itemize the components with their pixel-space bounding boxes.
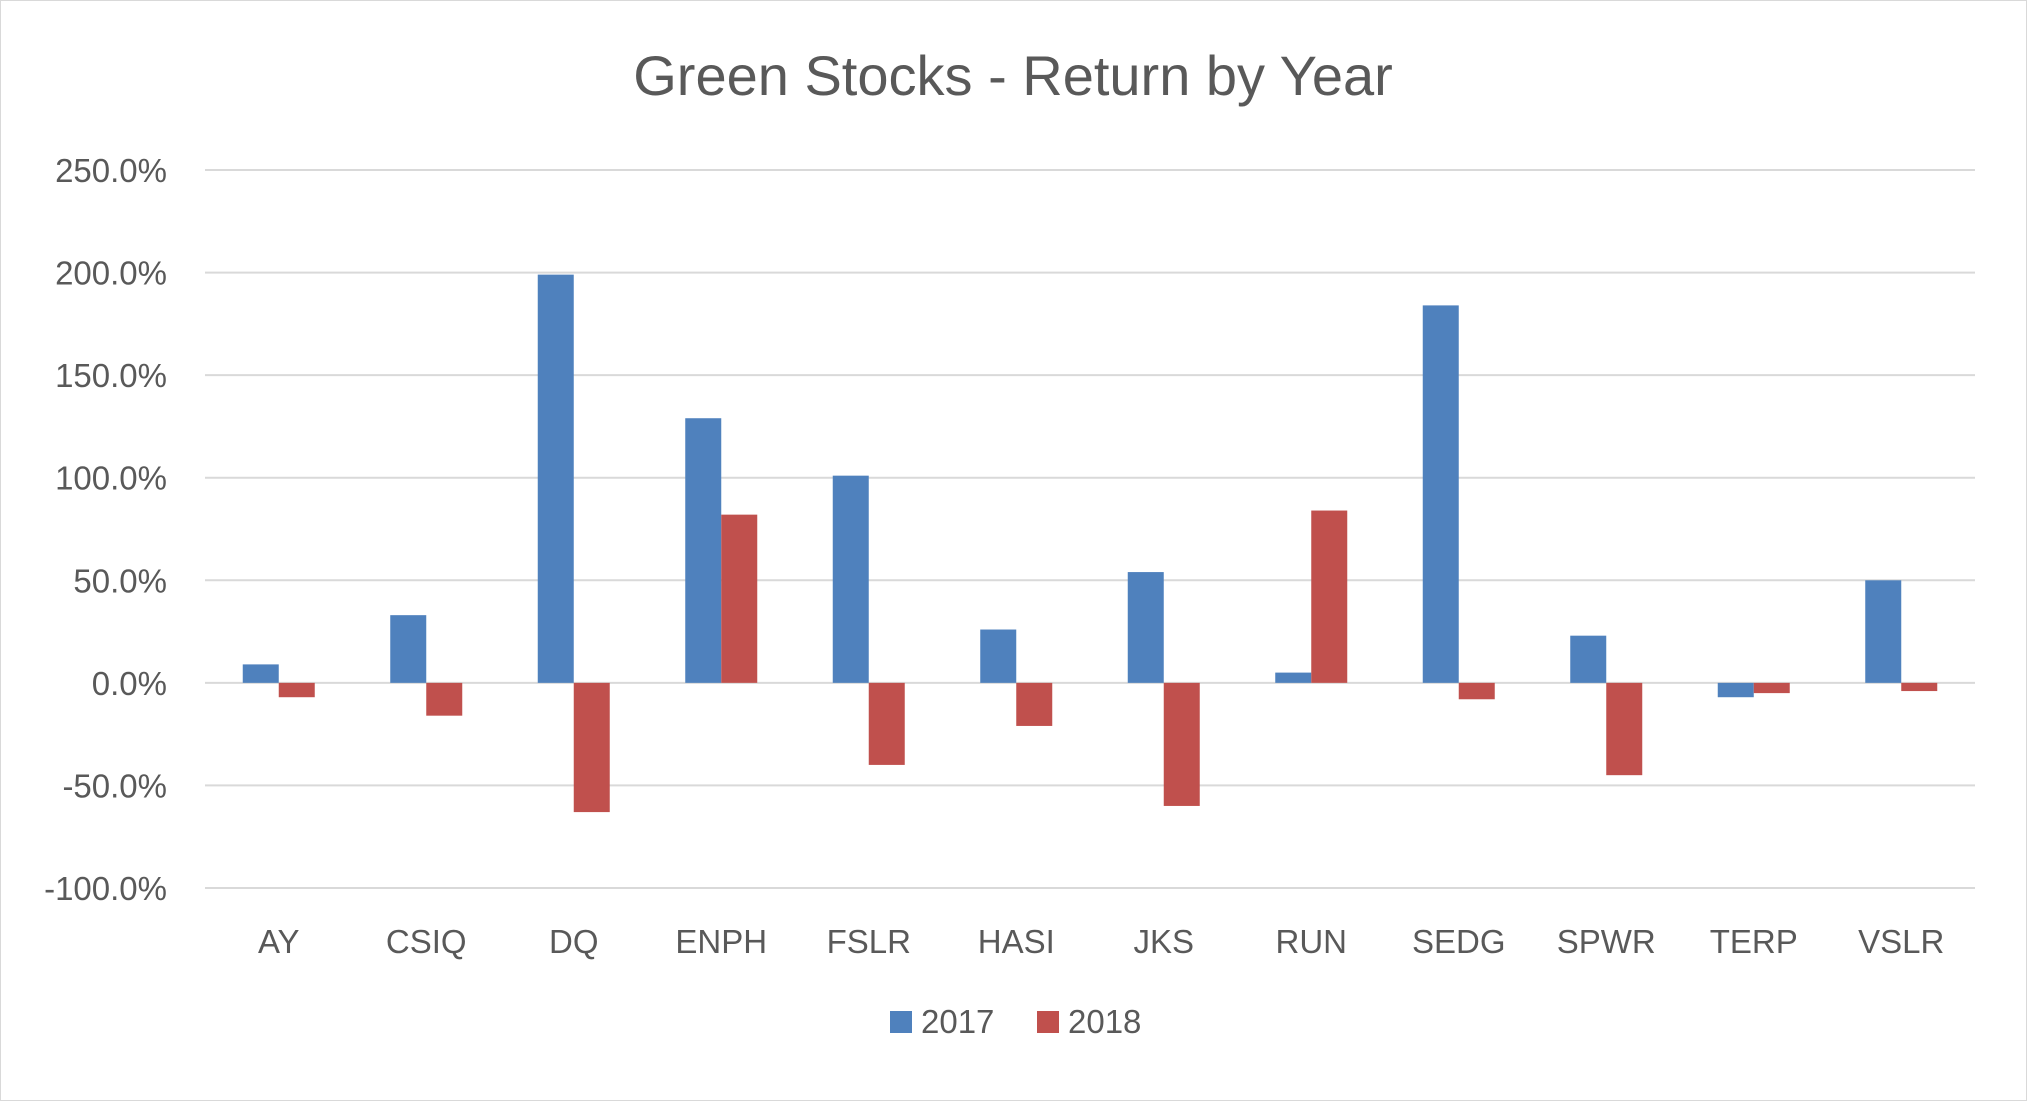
y-tick-label: -100.0% — [44, 870, 167, 907]
bar-fslr-2017 — [832, 475, 869, 683]
x-category-label: CSIQ — [386, 923, 467, 960]
legend-label: 2018 — [1068, 1003, 1141, 1040]
bar-enph-2017 — [685, 418, 722, 683]
x-category-label: VSLR — [1858, 923, 1944, 960]
legend-swatch-2018 — [1037, 1011, 1059, 1033]
x-category-label: ENPH — [675, 923, 767, 960]
y-tick-label: 100.0% — [55, 460, 167, 497]
legend-label: 2017 — [921, 1003, 994, 1040]
bar-csiq-2018 — [426, 682, 463, 716]
x-category-label: DQ — [549, 923, 599, 960]
y-tick-label: 200.0% — [55, 255, 167, 292]
x-axis-labels: AY CSIQ DQ ENPH FSLR HASI JKS RUN SEDG SPWR TERP VS… — [258, 923, 1944, 960]
bar-fslr-2018 — [868, 682, 905, 765]
x-category-label: AY — [258, 923, 300, 960]
bar-dq-2018 — [573, 682, 610, 813]
x-category-label: TERP — [1710, 923, 1798, 960]
bar-enph-2018 — [721, 514, 758, 683]
bar-jks-2018 — [1163, 682, 1200, 806]
bar-ay-2018 — [278, 682, 315, 698]
bar-terp-2017 — [1717, 682, 1754, 698]
bar-dq-2017 — [537, 274, 574, 683]
x-category-label: SEDG — [1412, 923, 1506, 960]
bar-terp-2018 — [1753, 682, 1790, 694]
x-category-label: JKS — [1133, 923, 1194, 960]
bar-vslr-2017 — [1865, 580, 1902, 683]
bar-spwr-2018 — [1606, 682, 1643, 776]
y-tick-label: 250.0% — [55, 152, 167, 189]
bar-spwr-2017 — [1570, 635, 1607, 683]
legend: 2017 2018 — [890, 1003, 1141, 1040]
bar-csiq-2017 — [390, 615, 427, 683]
y-axis-ticks: -100.0% -50.0% 0.0% 50.0% 100.0% 150.0% 200.0%… — [44, 152, 167, 907]
bar-ay-2017 — [242, 664, 279, 683]
x-category-label: RUN — [1276, 923, 1348, 960]
gridlines — [205, 169, 1975, 889]
bar-sedg-2018 — [1458, 682, 1495, 700]
bar-hasi-2018 — [1016, 682, 1053, 726]
y-tick-label: -50.0% — [62, 767, 167, 804]
bar-vslr-2018 — [1901, 682, 1938, 692]
bar-sedg-2017 — [1422, 305, 1459, 683]
y-tick-label: 150.0% — [55, 357, 167, 394]
chart-title: Green Stocks - Return by Year — [633, 44, 1393, 107]
bar-run-2018 — [1311, 510, 1348, 683]
bar-hasi-2017 — [980, 629, 1017, 683]
y-tick-label: 50.0% — [73, 562, 167, 599]
bar-run-2017 — [1275, 672, 1312, 683]
x-category-label: HASI — [978, 923, 1055, 960]
x-category-label: SPWR — [1557, 923, 1656, 960]
y-tick-label: 0.0% — [92, 665, 167, 702]
bar-jks-2017 — [1127, 572, 1164, 683]
x-category-label: FSLR — [827, 923, 911, 960]
legend-swatch-2017 — [890, 1011, 912, 1033]
bars — [242, 274, 1938, 813]
